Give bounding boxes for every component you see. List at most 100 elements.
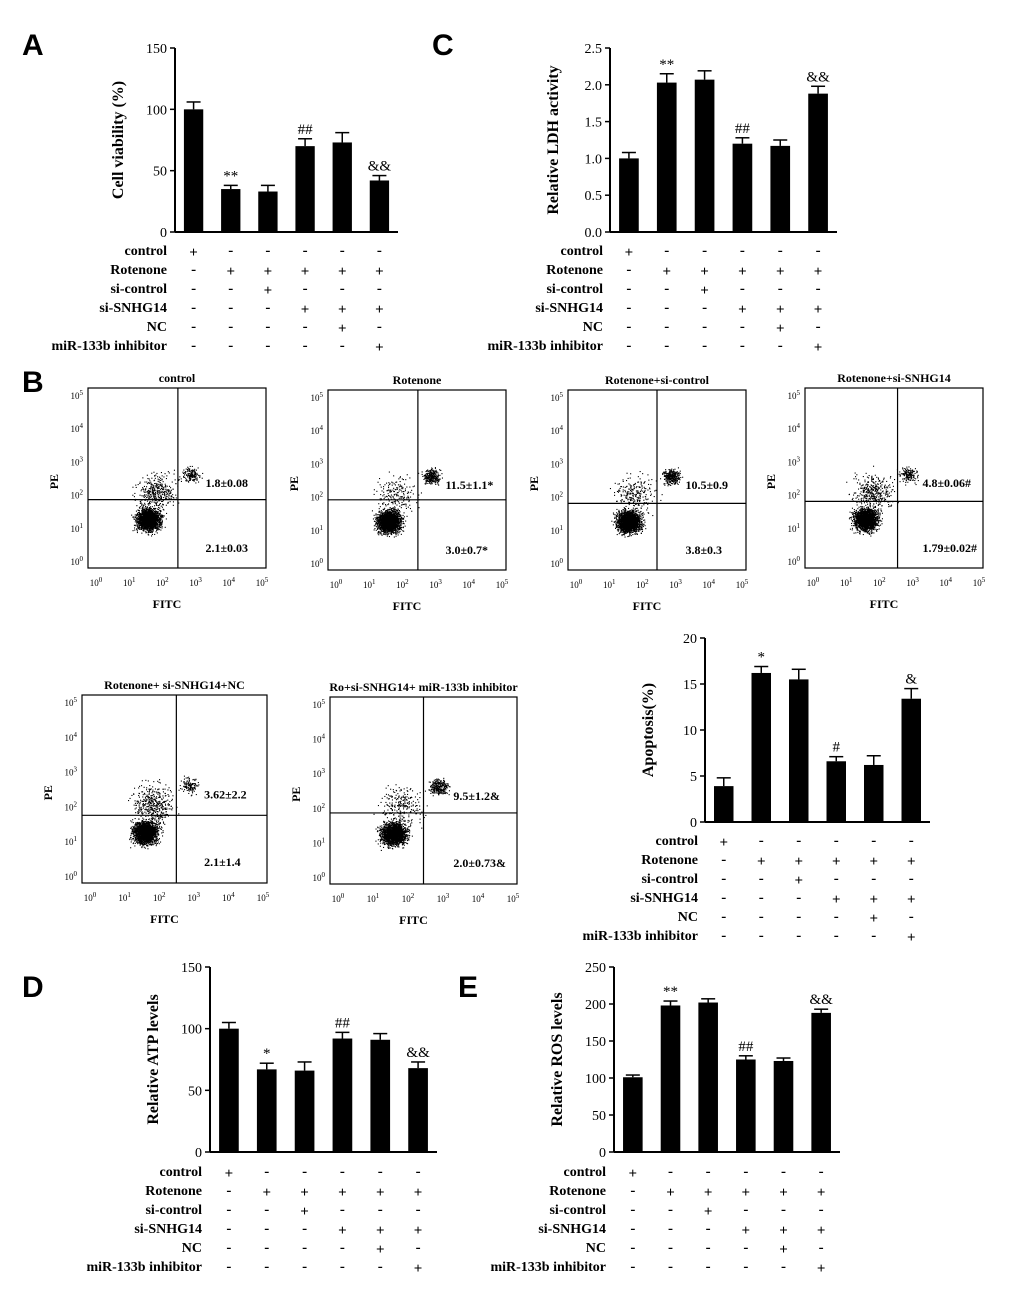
scatter-point: [151, 535, 153, 537]
scatter-point: [158, 521, 160, 523]
scatter-point: [158, 497, 160, 499]
scatter-point: [141, 517, 143, 519]
scatter-point: [180, 478, 182, 480]
scatter-point: [136, 532, 138, 534]
scatter-point: [155, 492, 157, 494]
scatter-point: [157, 526, 159, 528]
scatter-point: [135, 517, 137, 519]
scatter-point: [146, 481, 148, 483]
scatter-point: [403, 530, 405, 532]
scatter-point: [379, 478, 381, 480]
scatter-point: [157, 526, 159, 528]
treatment-sign: +: [414, 1223, 423, 1239]
scatter-point: [136, 512, 138, 514]
scatter-point: [154, 516, 156, 518]
scatter-point: [134, 527, 136, 529]
scatter-point: [168, 495, 170, 497]
scatter-point: [164, 526, 166, 528]
scatter-point: [400, 521, 402, 523]
treatment-sign: -: [302, 1240, 307, 1256]
scatter-point: [167, 489, 169, 491]
scatter-point: [145, 520, 147, 522]
scatter-point: [139, 482, 141, 484]
scatter-point: [144, 528, 146, 530]
scatter-point: [153, 516, 155, 518]
y-tick-label: 102: [71, 489, 84, 501]
treatment-sign: +: [300, 1204, 309, 1220]
scatter-point: [402, 486, 404, 488]
scatter-point: [418, 472, 420, 474]
scatter-point: [381, 534, 383, 536]
treatment-sign: -: [740, 338, 745, 354]
scatter-point: [418, 507, 420, 509]
scatter-point: [150, 518, 152, 520]
scatter-point: [145, 488, 147, 490]
scatter-point: [145, 511, 147, 513]
treatment-sign: -: [340, 1240, 345, 1256]
scatter-point: [137, 521, 139, 523]
scatter-point: [156, 529, 158, 531]
scatter-point: [155, 531, 157, 533]
scatter-point: [391, 532, 393, 534]
scatter-point: [434, 482, 436, 484]
scatter-point: [194, 472, 196, 474]
x-tick-label: 101: [123, 576, 136, 588]
scatter-point: [156, 488, 158, 490]
treatment-label: control: [655, 834, 698, 849]
treatment-sign: -: [759, 890, 764, 906]
scatter-point: [169, 501, 171, 503]
scatter-point: [187, 476, 189, 478]
scatter-point: [377, 526, 379, 528]
treatment-sign: -: [834, 928, 839, 944]
scatter-point: [187, 469, 189, 471]
x-axis-label: FITC: [153, 597, 182, 611]
scatter-point: [426, 475, 428, 477]
scatter-point: [151, 532, 153, 534]
scatter-point: [136, 529, 138, 531]
scatter-point: [193, 469, 195, 471]
scatter-point: [399, 520, 401, 522]
scatter-point: [146, 491, 148, 493]
scatter-point: [162, 488, 164, 490]
scatter-point: [172, 504, 174, 506]
scatter-point: [381, 490, 383, 492]
scatter-point: [148, 518, 150, 520]
scatter-point: [148, 496, 150, 498]
treatment-sign: -: [228, 243, 233, 259]
scatter-point: [149, 490, 151, 492]
scatter-point: [432, 471, 434, 473]
treatment-sign: -: [340, 1164, 345, 1180]
scatter-point: [158, 484, 160, 486]
scatter-point: [386, 530, 388, 532]
scatter-point: [150, 484, 152, 486]
scatter-point: [140, 517, 142, 519]
scatter-point: [388, 511, 390, 513]
scatter-point: [150, 512, 152, 514]
scatter-point: [438, 475, 440, 477]
scatter-point: [138, 506, 140, 508]
bar: [714, 786, 734, 822]
scatter-point: [136, 520, 138, 522]
scatter-point: [427, 482, 429, 484]
scatter-point: [192, 476, 194, 478]
treatment-sign: -: [626, 319, 631, 335]
flow-plot-title: control: [159, 371, 196, 385]
scatter-point: [395, 509, 397, 511]
scatter-point: [164, 493, 166, 495]
treatment-sign: -: [377, 319, 382, 335]
treatment-sign: +: [742, 1223, 751, 1239]
scatter-point: [195, 469, 197, 471]
scatter-point: [159, 483, 161, 485]
scatter-point: [388, 532, 390, 534]
scatter-point: [389, 511, 391, 513]
scatter-point: [149, 529, 151, 531]
scatter-point: [149, 526, 151, 528]
scatter-point: [132, 516, 134, 518]
scatter-point: [175, 497, 177, 499]
scatter-point: [148, 509, 150, 511]
scatter-point: [405, 503, 407, 505]
scatter-point: [163, 486, 165, 488]
scatter-point: [395, 530, 397, 532]
scatter-point: [186, 471, 188, 473]
scatter-point: [190, 473, 192, 475]
